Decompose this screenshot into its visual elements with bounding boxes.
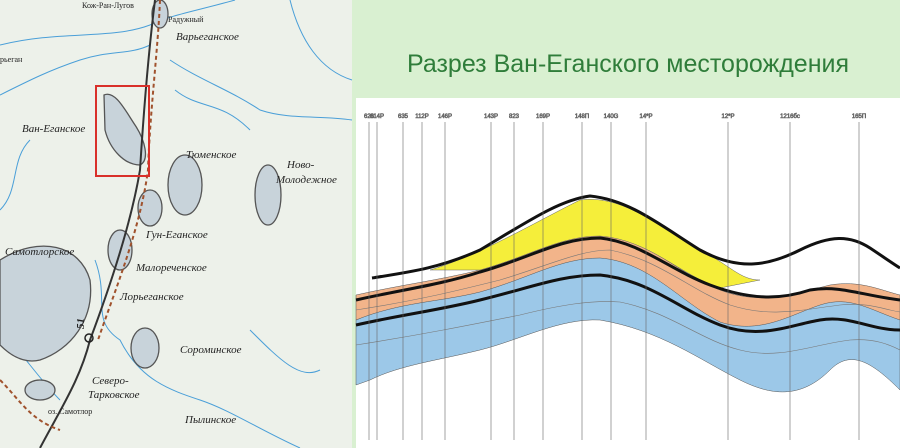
map-label: Пылинское (184, 414, 236, 426)
well-label: 148П (575, 114, 589, 120)
map-label: Лорьеганское (119, 291, 184, 303)
map-label: Сороминское (180, 344, 242, 356)
map-label: Кож-Ран-Лугов (82, 1, 134, 10)
map-label: Северо- (92, 375, 129, 387)
well-label: 1216бс (780, 114, 800, 120)
map-label: Тарковское (88, 389, 140, 401)
well-label: 143P (484, 114, 498, 120)
well-label: 823 (509, 114, 520, 120)
well-label: 112P (415, 114, 429, 120)
well-label: 165П (852, 114, 866, 120)
map-label: Радужный (168, 15, 204, 24)
well-label: 140G (604, 114, 619, 120)
map-label: Ново- (286, 159, 315, 171)
well-label: 12*P (721, 114, 734, 120)
map-label: рьеган (0, 55, 23, 64)
map-label: Гун-Еганское (145, 229, 208, 241)
well-label: 626 (364, 114, 375, 120)
map-label: Самотлорское (5, 246, 74, 258)
well-label: 614P (370, 114, 384, 120)
section-title: Разрез Ван-Еганского месторождения (407, 50, 849, 78)
map-label: Тюменское (186, 149, 237, 161)
map-label: 51 (75, 318, 87, 329)
well-label: 14*P (639, 114, 652, 120)
map-label: Малореченское (135, 262, 207, 274)
map-label: Молодежное (275, 174, 337, 186)
well-label: 169P (536, 114, 550, 120)
map: Кож-Ран-Лугов Радужный Варьеганское рьег… (0, 0, 353, 448)
map-label: Варьеганское (176, 31, 239, 43)
well-label: 635 (398, 114, 409, 120)
well-label: 146P (438, 114, 452, 120)
map-label: оз. Самотлор (48, 407, 92, 416)
map-label: Ван-Еганское (22, 123, 85, 135)
